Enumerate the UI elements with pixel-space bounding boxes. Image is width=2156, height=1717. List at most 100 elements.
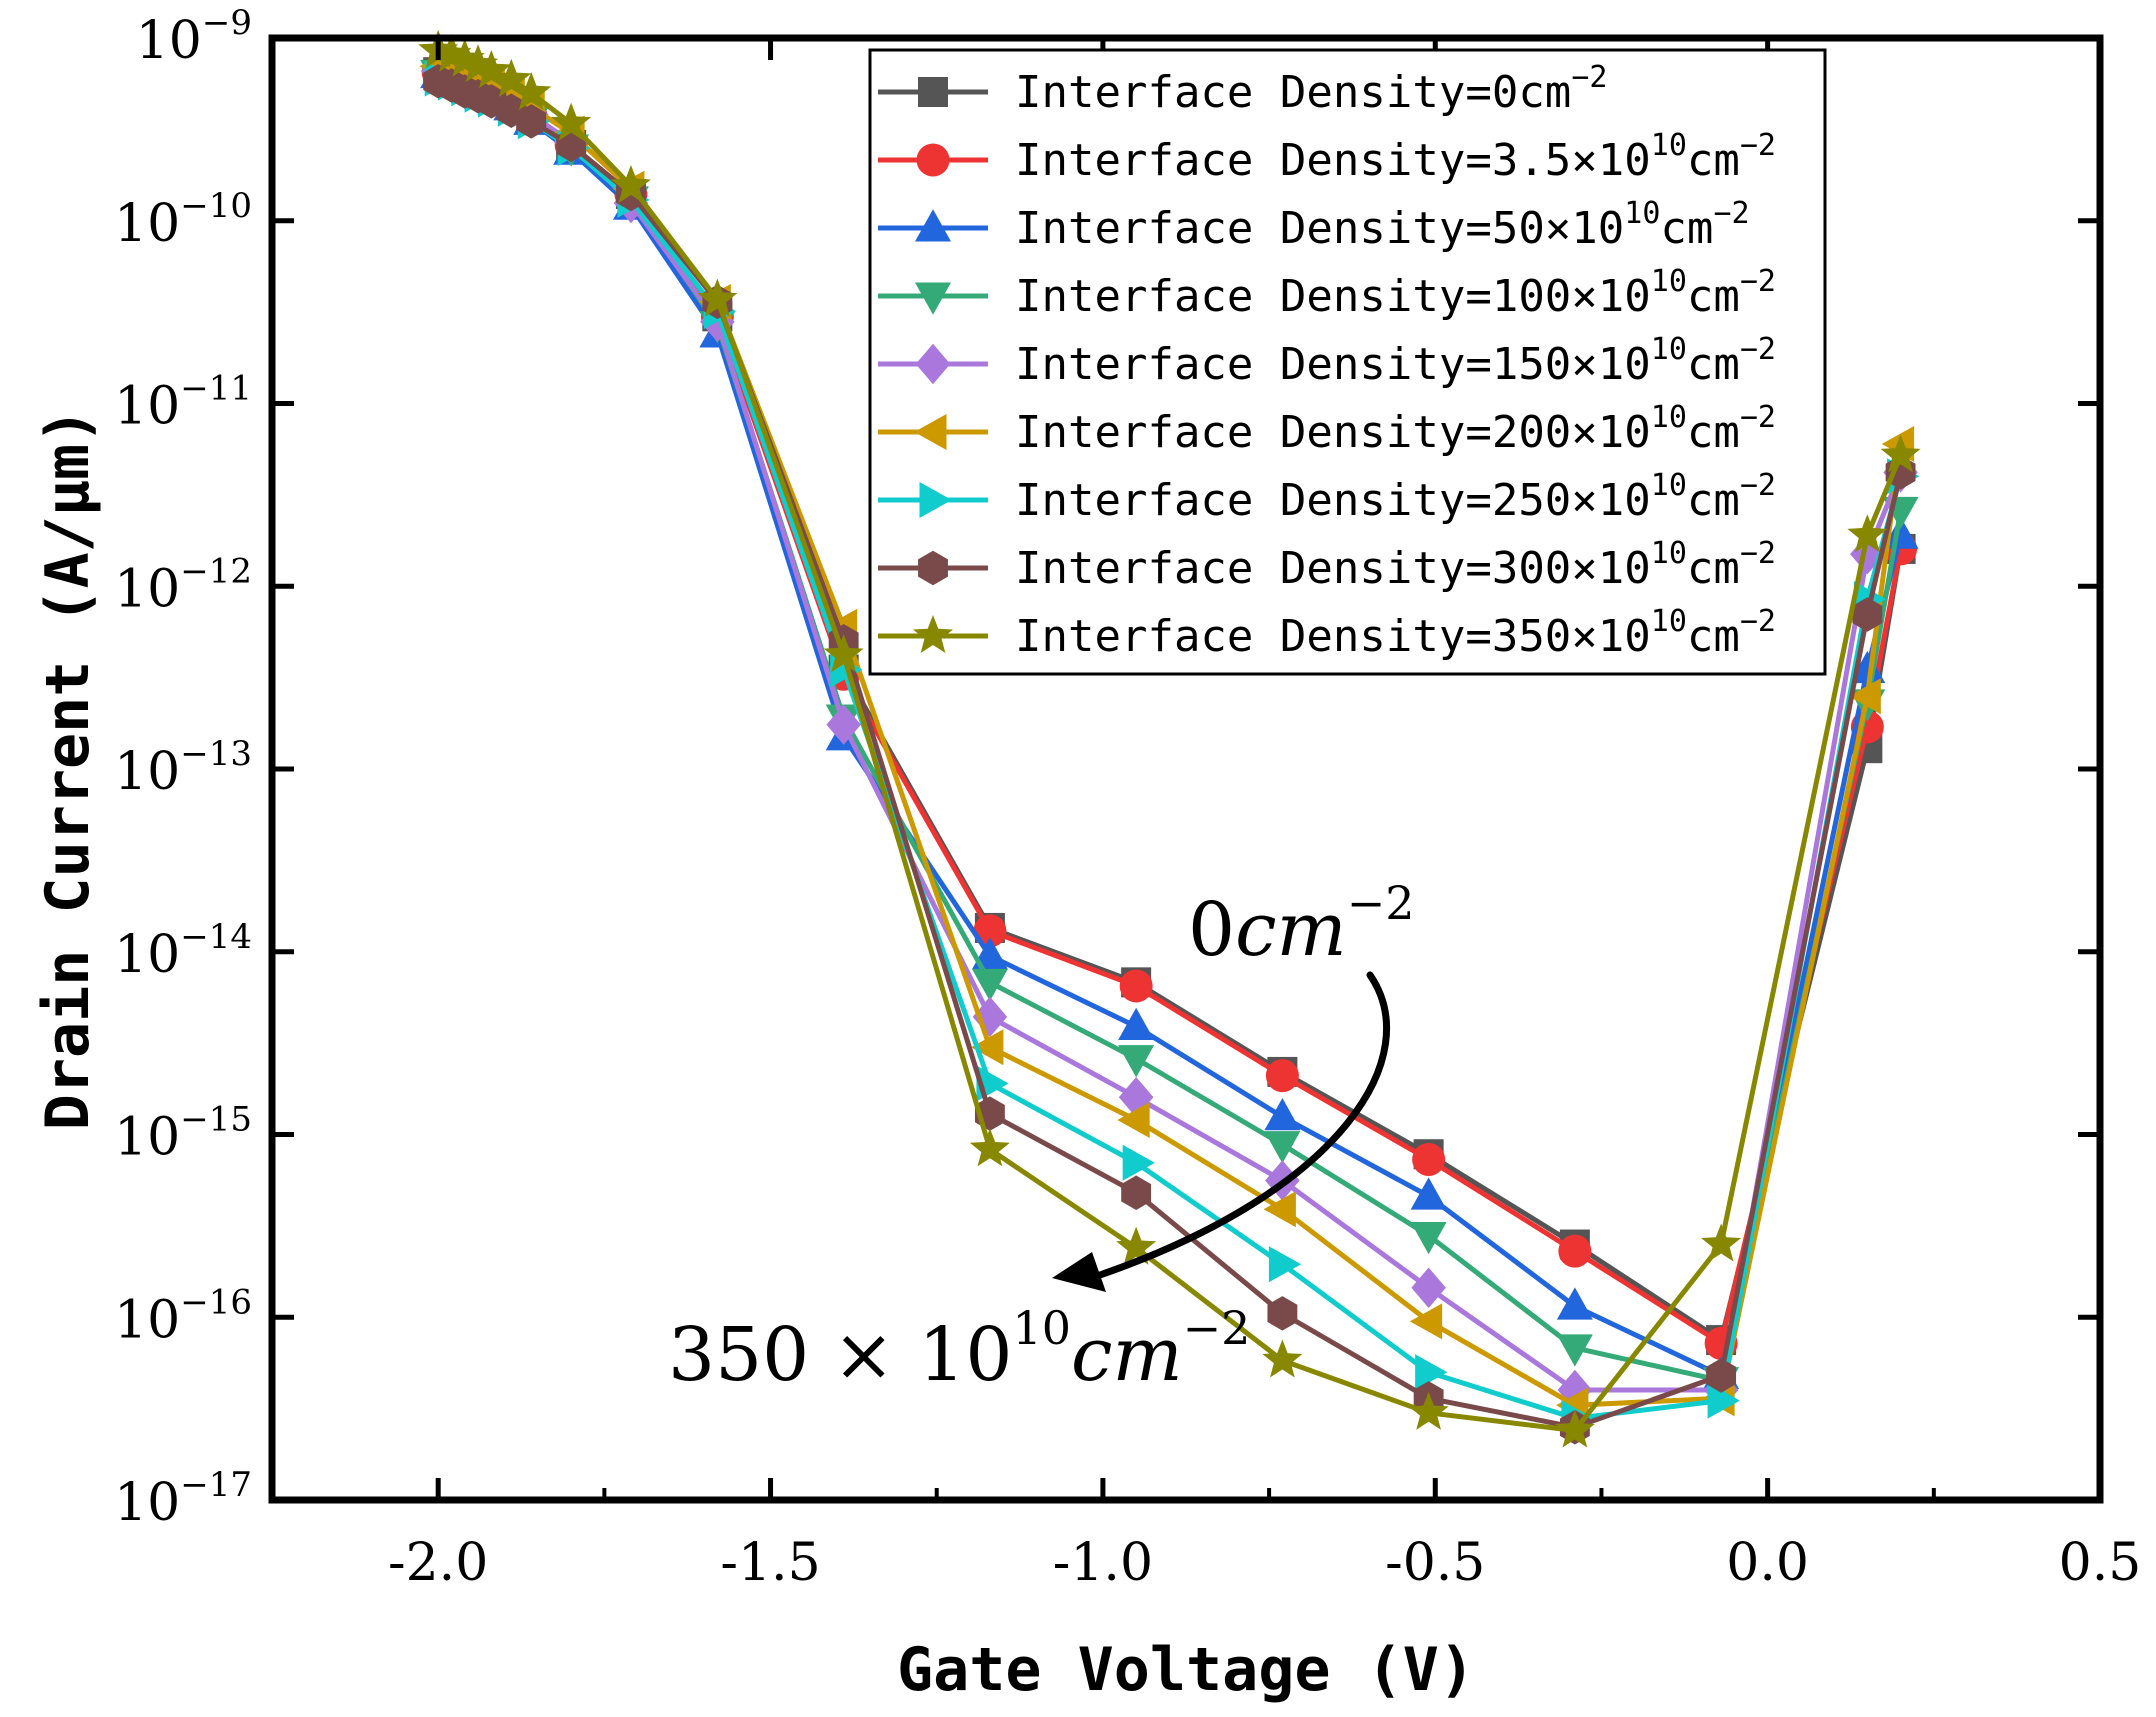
annotation-arrowhead [1052, 1252, 1106, 1292]
marker-star [1116, 1226, 1157, 1265]
marker-star [511, 72, 552, 111]
x-axis-title: Gate Voltage (V) [897, 1635, 1475, 1705]
legend-item: Interface Density=3.5×1010cm−2 [878, 128, 1776, 186]
legend-label-unit: cm [1687, 543, 1740, 594]
annotation-top-label: 0cm−2 [1188, 876, 1415, 973]
legend-item: Interface Density=0cm−2 [878, 60, 1607, 118]
x-tick-label: -0.5 [1385, 1533, 1485, 1593]
legend-label-unit: cm [1660, 203, 1713, 254]
marker-triangle-left [971, 1029, 1004, 1066]
marker-triangle-left [1263, 1191, 1296, 1228]
annotation-top-unit: cm [1235, 887, 1347, 973]
series-9 [418, 29, 1921, 1448]
legend-item: Interface Density=250×1010cm−2 [878, 468, 1776, 526]
y-tick-base: 10 [114, 742, 180, 802]
marker-hexagon [1267, 1296, 1298, 1331]
legend-label-name: Interface Density=350×10 [1015, 611, 1651, 662]
legend-label-exponent: −2 [1740, 604, 1776, 639]
legend-label-exponent: −2 [1740, 536, 1776, 571]
marker-star [823, 634, 864, 673]
y-tick-label: 10−9 [136, 3, 252, 71]
legend-label-name: Interface Density=0cm [1015, 67, 1571, 118]
legend-label-exponent-10: 10 [1651, 604, 1687, 639]
x-tick-label: -2.0 [388, 1533, 488, 1593]
marker-circle [1558, 1234, 1592, 1268]
marker-circle [1119, 969, 1153, 1003]
marker-triangle-down [915, 282, 951, 315]
y-tick-label: 10−15 [114, 1100, 252, 1168]
legend-label-unit: cm [1687, 271, 1740, 322]
marker-triangle-down [1264, 1131, 1301, 1164]
y-tick-base: 10 [114, 925, 180, 985]
legend-label: Interface Density=350×1010cm−2 [1015, 604, 1776, 662]
y-tick-label: 10−10 [114, 186, 252, 254]
series-layer [418, 29, 1921, 1448]
y-tick-exponent: −11 [180, 369, 252, 409]
y-tick-exponent: −15 [180, 1100, 252, 1140]
marker-triangle-down [1556, 1334, 1593, 1367]
legend-box [868, 48, 1827, 676]
y-tick-exponent: −17 [180, 1465, 252, 1505]
marker-star [1701, 1223, 1742, 1262]
marker-triangle-up [1882, 516, 1919, 549]
marker-circle [1412, 1142, 1446, 1176]
legend-label-name: Interface Density=300×10 [1015, 543, 1651, 594]
y-tick-exponent: −9 [202, 3, 252, 43]
marker-star [444, 38, 485, 77]
y-tick-label: 10−16 [114, 1282, 252, 1350]
marker-hexagon [516, 104, 547, 139]
legend-label-name: Interface Density=50×10 [1015, 203, 1624, 254]
marker-circle [1265, 1059, 1299, 1093]
legend-label-exponent: −2 [1740, 264, 1776, 299]
y-tick-base: 10 [114, 377, 180, 437]
marker-star [431, 33, 472, 72]
legend-label-exponent-10: 10 [1651, 468, 1687, 503]
annotation-bottom-unit: cm [1071, 1312, 1183, 1398]
legend-label-name: Interface Density=150×10 [1015, 339, 1651, 390]
legend-label-name: Interface Density=250×10 [1015, 475, 1651, 526]
x-tick-label: 0.5 [2059, 1533, 2142, 1593]
marker-hexagon [1706, 1358, 1737, 1393]
legend-label: Interface Density=200×1010cm−2 [1015, 400, 1776, 458]
marker-triangle-right [1268, 1246, 1302, 1283]
legend-label-exponent-10: 10 [1624, 196, 1660, 231]
annotation-bottom-base: 350 × 10 [668, 1312, 1012, 1398]
legend-label-exponent-10: 10 [1651, 128, 1687, 163]
y-tick-base: 10 [114, 1108, 180, 1168]
legend-label-exponent-10: 10 [1651, 400, 1687, 435]
x-tick-label: -1.0 [1053, 1533, 1153, 1593]
marker-star [610, 164, 651, 203]
marker-star [1262, 1339, 1303, 1378]
y-tick-label: 10−12 [114, 551, 252, 619]
marker-triangle-right [1122, 1144, 1155, 1181]
marker-star [1847, 514, 1888, 553]
marker-star [913, 615, 953, 653]
legend-label-exponent: −2 [1740, 128, 1776, 163]
legend-label: Interface Density=100×1010cm−2 [1015, 264, 1776, 322]
marker-hexagon [1121, 1175, 1152, 1211]
legend-label-name: Interface Density=3.5×10 [1015, 135, 1651, 186]
legend-label-exponent-10: 10 [1651, 332, 1687, 367]
marker-triangle-down [1410, 1222, 1447, 1255]
marker-triangle-up [915, 209, 951, 242]
marker-triangle-down [1118, 1045, 1155, 1078]
marker-triangle-up [1264, 1098, 1301, 1131]
marker-triangle-right [919, 482, 952, 518]
marker-triangle-right [1415, 1354, 1448, 1391]
legend-label-exponent: −2 [1740, 332, 1776, 367]
marker-star [1554, 1409, 1595, 1448]
marker-star [1408, 1391, 1449, 1430]
legend-label: Interface Density=150×1010cm−2 [1015, 332, 1776, 390]
x-tick-label: 0.0 [1726, 1533, 1809, 1593]
legend-label-name: Interface Density=200×10 [1015, 407, 1651, 458]
legend-label-unit: cm [1687, 135, 1740, 186]
legend-item: Interface Density=300×1010cm−2 [878, 536, 1776, 594]
y-tick-exponent: −10 [180, 186, 252, 226]
marker-triangle-right [1707, 1382, 1740, 1419]
marker-circle [916, 143, 950, 177]
marker-diamond [915, 343, 951, 385]
legend-label-exponent-10: 10 [1651, 536, 1687, 571]
y-tick-base: 10 [114, 1290, 180, 1350]
legend-item: Interface Density=100×1010cm−2 [878, 264, 1776, 322]
